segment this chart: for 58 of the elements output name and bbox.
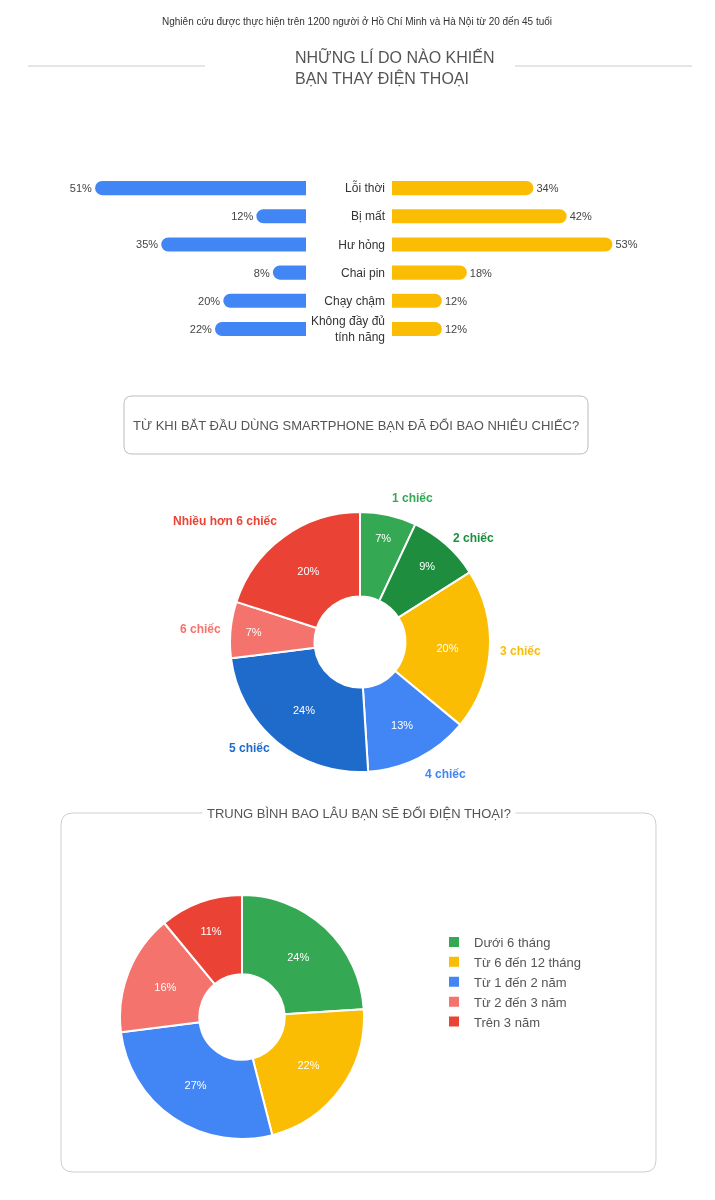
- data-label: 7%: [375, 531, 392, 544]
- data-label: 22%: [297, 1059, 320, 1072]
- data-label: 35%: [136, 238, 159, 251]
- legend-label: Từ 2 đến 3 năm: [474, 994, 567, 1010]
- data-label: 8%: [253, 266, 270, 279]
- bar: [223, 293, 306, 308]
- bar: [392, 209, 567, 224]
- slice-label: 4 chiếc: [425, 767, 467, 781]
- bar: [161, 237, 306, 252]
- chart-title: TRUNG BÌNH BAO LÂU BẠN SẼ ĐỔI ĐIỆN THOẠI?: [207, 806, 511, 821]
- legend-label: Trên 3 năm: [474, 1014, 540, 1030]
- legend-label: Từ 1 đến 2 năm: [474, 974, 567, 990]
- data-label: 13%: [391, 718, 414, 731]
- y-tick-label: Không đầy đủ tính năng: [310, 314, 385, 344]
- data-label: 9%: [419, 559, 436, 572]
- bar: [272, 265, 306, 280]
- chart-title: NHỮNG LÍ DO NÀO KHIẾN BẠN THAY ĐIỆN THOẠI: [295, 47, 495, 87]
- data-label: 7%: [245, 625, 262, 638]
- y-tick-label: Chạy chậm: [324, 293, 385, 308]
- y-tick-label: Hư hỏng: [338, 237, 385, 252]
- slice-label: 1 chiếc: [392, 491, 434, 505]
- bar: [256, 209, 306, 224]
- bar: [392, 181, 534, 196]
- bar: [95, 181, 306, 196]
- data-label: 20%: [198, 294, 221, 307]
- data-label: 27%: [184, 1079, 207, 1092]
- slice-label: 6 chiếc: [180, 622, 222, 636]
- data-label: 51%: [69, 182, 93, 195]
- slice-label: 5 chiếc: [229, 741, 271, 755]
- bar: [392, 237, 613, 252]
- bar: [392, 265, 467, 280]
- data-label: 12%: [231, 210, 254, 223]
- data-label: 34%: [536, 182, 559, 195]
- y-tick-label: Bị mất: [350, 209, 386, 224]
- y-tick-label: Lỗi thời: [345, 180, 385, 196]
- data-label: 53%: [615, 238, 638, 251]
- legend-label: Từ 6 đến 12 tháng: [474, 954, 582, 970]
- slice-label: Nhiều hơn 6 chiếc: [173, 514, 278, 528]
- data-label: 12%: [444, 322, 468, 335]
- chart-title: TỪ KHI BẮT ĐẦU DÙNG SMARTPHONE BẠN ĐÃ ĐỔI BAO NHIÊU CHIẾC?: [133, 418, 580, 433]
- data-label: 18%: [469, 266, 493, 279]
- data-label: 16%: [154, 980, 177, 993]
- text: Nghiên cứu được thực hiện trên 1200 người ở Hồ Chí Minh và Hà Nội từ 20 đến 45 tuổi: [162, 16, 553, 27]
- data-label: 22%: [189, 322, 213, 335]
- slice-label: 2 chiếc: [453, 531, 495, 545]
- slice-label: 3 chiếc: [500, 644, 542, 658]
- bar: [215, 321, 306, 336]
- data-label: 12%: [444, 294, 468, 307]
- data-label: 20%: [436, 641, 459, 654]
- data-label: 42%: [569, 210, 592, 223]
- data-label: 20%: [297, 565, 320, 578]
- bar: [392, 293, 442, 308]
- data-label: 24%: [287, 950, 310, 963]
- data-label: 24%: [292, 703, 316, 716]
- data-label: 11%: [200, 925, 222, 938]
- y-tick-label: Chai pin: [340, 265, 385, 280]
- legend-label: Dưới 6 tháng: [474, 935, 551, 951]
- bar: [392, 321, 442, 336]
